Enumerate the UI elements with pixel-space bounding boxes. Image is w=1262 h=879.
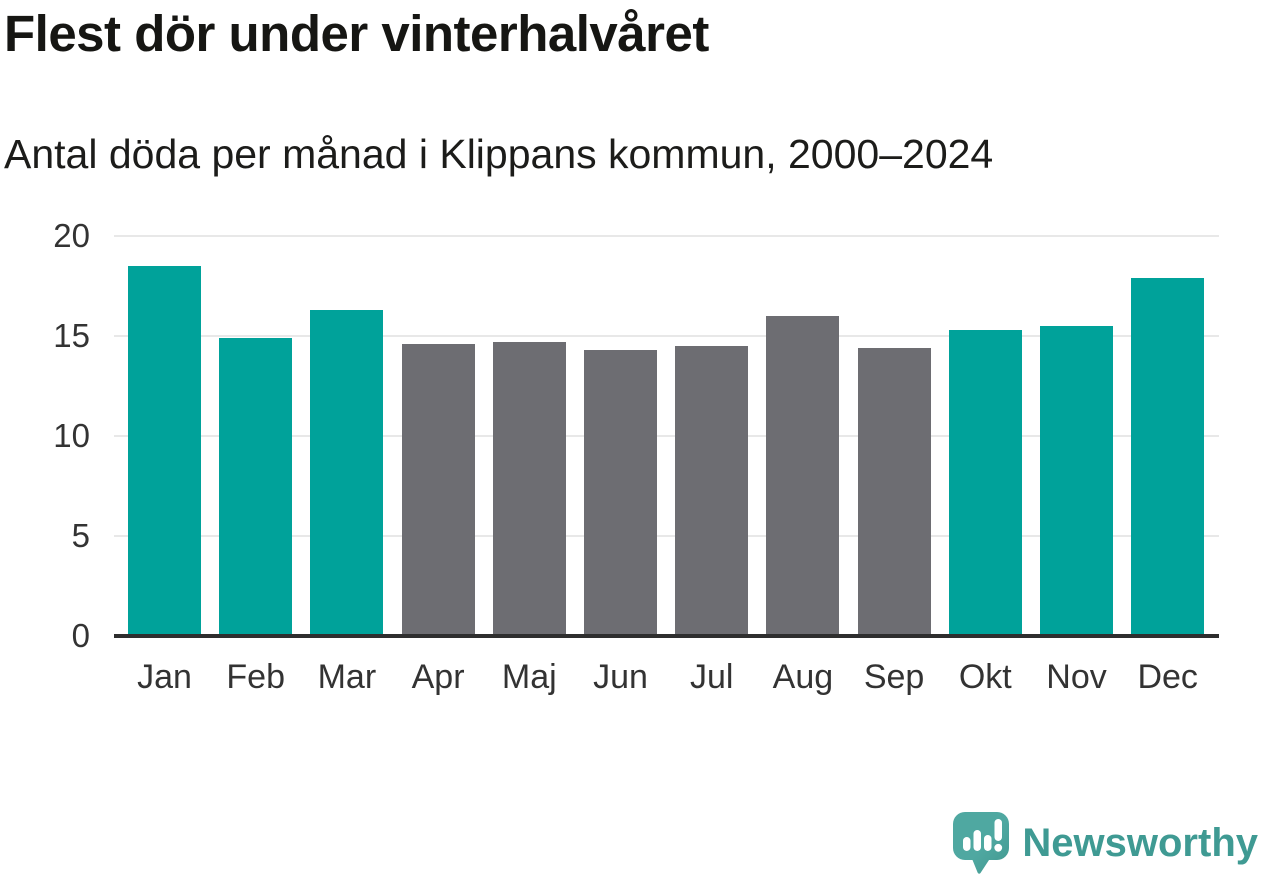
bar-dec xyxy=(1131,278,1205,636)
bar-feb xyxy=(219,338,293,636)
x-tick-label-sep: Sep xyxy=(863,658,925,696)
chart-title: Flest dör under vinterhalvåret xyxy=(4,5,709,62)
x-tick-label-mar: Mar xyxy=(317,658,377,696)
y-tick-label-15: 15 xyxy=(53,317,90,354)
x-tick-label-maj: Maj xyxy=(501,658,557,696)
y-tick-label-10: 10 xyxy=(53,417,90,454)
bar-jun xyxy=(584,350,657,636)
gridline-y5 xyxy=(114,535,1219,537)
y-axis-labels: 0 5 10 15 20 xyxy=(0,219,90,653)
brand-footer: Newsworthy xyxy=(952,811,1258,875)
x-tick-label-feb: Feb xyxy=(226,658,285,696)
x-tick-label-jul: Jul xyxy=(689,658,734,696)
plot-area xyxy=(114,235,1219,638)
x-tick-label-aug: Aug xyxy=(772,658,834,696)
x-tick-label-okt: Okt xyxy=(958,658,1012,696)
y-tick-label-5: 5 xyxy=(71,517,90,554)
gridline-y20 xyxy=(114,235,1219,237)
brand-name: Newsworthy xyxy=(1022,820,1258,865)
bar-jul xyxy=(675,346,749,636)
y-tick-label-0: 0 xyxy=(71,617,90,654)
gridline-y15 xyxy=(114,335,1219,337)
y-tick-label-20: 20 xyxy=(53,217,90,254)
x-axis-line xyxy=(114,634,1219,638)
bar-mar xyxy=(310,310,384,636)
bar-aug xyxy=(766,316,840,636)
bar-jan xyxy=(128,266,201,636)
bar-apr xyxy=(401,344,475,636)
x-tick-label-apr: Apr xyxy=(411,658,465,696)
chart-subtitle: Antal döda per månad i Klippans kommun, … xyxy=(4,131,994,177)
bar-okt xyxy=(948,330,1022,636)
newsworthy-logo-icon xyxy=(953,812,1010,874)
bar-sep xyxy=(857,348,931,636)
bar-nov xyxy=(1040,326,1113,636)
bar-maj xyxy=(492,342,566,636)
x-tick-label-dec: Dec xyxy=(1137,658,1198,696)
x-tick-label-jun: Jun xyxy=(593,658,648,696)
x-axis-labels: Jan Feb Mar Apr Maj Jun Jul Aug Sep Okt Nov Dec xyxy=(114,654,1219,704)
x-tick-label-nov: Nov xyxy=(1046,658,1107,696)
gridline-y10 xyxy=(114,435,1219,437)
x-tick-label-jan: Jan xyxy=(137,658,192,696)
